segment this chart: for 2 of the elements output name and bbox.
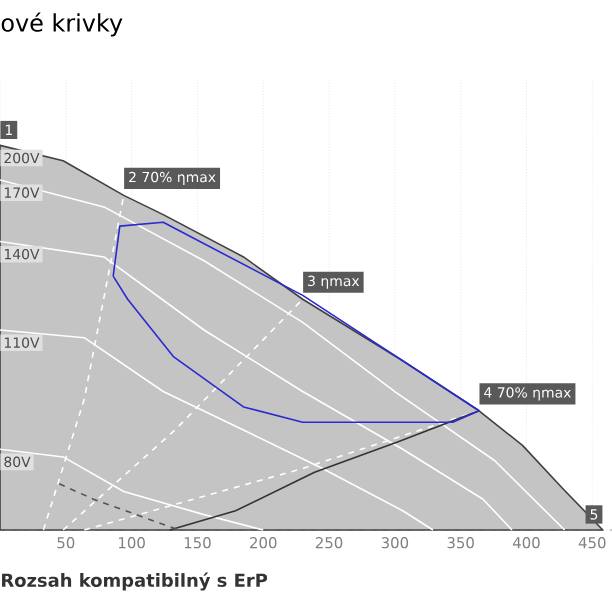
chart-title: ové krivky	[1, 12, 123, 37]
text: Rozsah kompatibilný s ErP	[2, 572, 268, 591]
